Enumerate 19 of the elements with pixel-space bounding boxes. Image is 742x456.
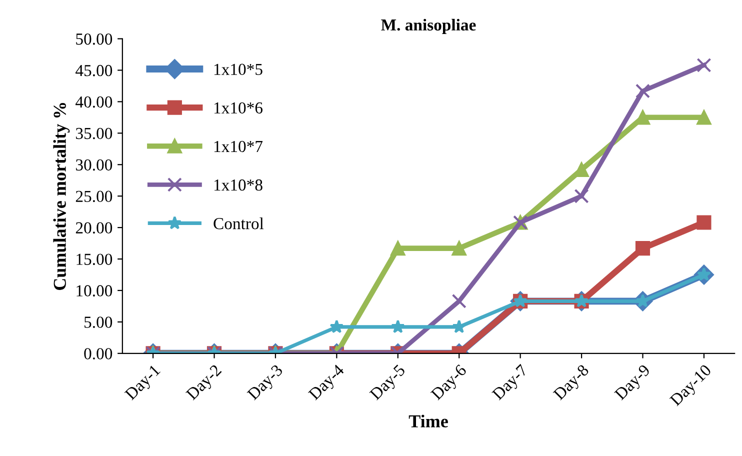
y-axis-title: Cumulative mortality % bbox=[53, 102, 70, 290]
y-tick-label: 25.00 bbox=[76, 190, 112, 202]
legend-label: Control bbox=[214, 218, 264, 230]
y-tick-label: 0.00 bbox=[84, 348, 112, 360]
y-tick-label: 40.00 bbox=[76, 96, 112, 108]
x-axis-title: Time bbox=[408, 414, 448, 428]
y-tick-label: 35.00 bbox=[76, 128, 112, 140]
y-tick-label: 15.00 bbox=[76, 254, 112, 266]
y-tick-label: 5.00 bbox=[84, 316, 112, 328]
y-tick-label: 45.00 bbox=[76, 64, 112, 76]
chart-title: M. anisopliae bbox=[381, 18, 476, 34]
legend-label: 1x10*7 bbox=[214, 140, 263, 152]
legend-label: 1x10*8 bbox=[214, 179, 262, 191]
y-tick-label: 30.00 bbox=[76, 159, 112, 171]
legend-label: 1x10*5 bbox=[214, 64, 262, 76]
y-tick-label: 10.00 bbox=[76, 285, 112, 296]
legend-label: 1x10*6 bbox=[214, 102, 263, 114]
y-tick-label: 50.00 bbox=[76, 33, 112, 45]
y-tick-label: 20.00 bbox=[76, 222, 112, 234]
